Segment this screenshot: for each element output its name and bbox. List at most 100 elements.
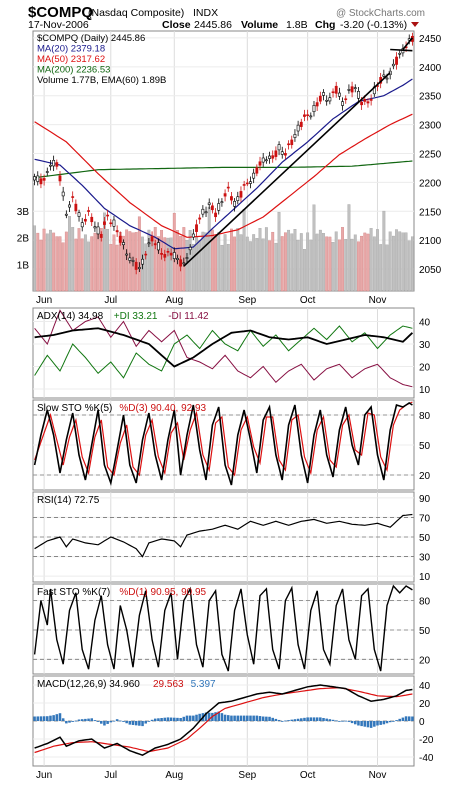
price-tick-label: 2250 xyxy=(419,149,442,160)
macd-histogram-bar xyxy=(325,718,328,721)
volume-bar xyxy=(45,233,49,292)
volume-bar xyxy=(226,244,230,292)
macd-histogram-bar xyxy=(357,721,360,726)
volume-bar xyxy=(122,235,125,292)
volume-bar xyxy=(388,231,392,292)
close-value: 2445.86 xyxy=(194,19,232,31)
macd-histogram-bar xyxy=(220,713,224,721)
candle-body xyxy=(230,196,233,201)
candle-body xyxy=(103,221,106,225)
candle-body xyxy=(33,176,36,181)
volume-bar xyxy=(153,227,157,292)
volume-tick-label: 2B xyxy=(17,234,30,245)
volume-bar xyxy=(401,232,405,292)
macd-histogram-bar xyxy=(169,717,173,721)
candle-body xyxy=(322,92,325,96)
candle-body xyxy=(198,217,202,220)
candle-body xyxy=(220,201,224,204)
volume-bar xyxy=(71,227,75,292)
volume-bar xyxy=(96,234,100,292)
macd-histogram-bar xyxy=(350,721,354,724)
macd-histogram-bar xyxy=(341,720,344,722)
macd-histogram-bar xyxy=(246,715,249,721)
volume-bar xyxy=(33,225,37,292)
macd-histogram-bar xyxy=(188,715,192,721)
volume-bar xyxy=(306,232,310,292)
macd-histogram-bar xyxy=(195,714,198,721)
candle-body xyxy=(90,216,94,223)
volume-bar xyxy=(299,233,303,292)
macd-histogram-bar xyxy=(258,716,262,721)
candle-body xyxy=(341,101,344,106)
macd-histogram-bar xyxy=(179,718,182,721)
panel5-tick-label: -20 xyxy=(419,735,434,746)
candle-body xyxy=(80,222,84,228)
macd-histogram-bar xyxy=(404,716,408,721)
volume-bar xyxy=(360,235,364,292)
volume-bar xyxy=(185,240,189,292)
candle-body xyxy=(217,203,221,211)
candle-body xyxy=(264,159,268,162)
macd-histogram-bar xyxy=(71,721,74,722)
candle-body xyxy=(287,143,290,146)
macd-histogram-bar xyxy=(300,718,303,721)
volume-bar xyxy=(398,231,402,292)
candle-body xyxy=(58,175,62,182)
ma20-line xyxy=(34,78,413,250)
candle-body xyxy=(328,97,332,102)
volume-bar xyxy=(303,249,306,292)
candle-body xyxy=(268,155,271,159)
candle-body xyxy=(357,91,360,99)
macd-histogram-bar xyxy=(401,717,405,721)
volume-bar xyxy=(242,208,246,292)
panel2-tick-label: 50 xyxy=(419,441,431,452)
legend-ma200: MA(200) 2236.53 xyxy=(37,65,110,76)
macd-histogram-bar xyxy=(153,718,157,721)
candle-body xyxy=(131,260,135,262)
volume-bar xyxy=(109,244,113,292)
volume-bar xyxy=(318,229,322,292)
candle-body xyxy=(64,213,68,216)
panel5-tick-label: -40 xyxy=(419,753,434,764)
macd-histogram-bar xyxy=(376,721,379,726)
volume-bar xyxy=(239,234,243,292)
x-label-aug: Aug xyxy=(165,295,183,306)
price-tick-label: 2100 xyxy=(419,236,442,247)
volume-bar xyxy=(372,236,376,292)
volume-bar xyxy=(147,229,151,292)
x-label-sep: Sep xyxy=(238,295,256,306)
volume-bar xyxy=(115,244,119,292)
volume-bar xyxy=(49,229,52,292)
candle-body xyxy=(337,92,341,97)
volume-bar xyxy=(90,236,94,292)
volume-bar xyxy=(39,239,43,292)
candle-body xyxy=(118,235,122,243)
candle-body xyxy=(182,262,186,265)
volume-bar xyxy=(249,241,252,292)
macd-histogram-bar xyxy=(99,721,103,724)
macd-histogram-bar xyxy=(128,721,132,725)
adx-line xyxy=(34,327,414,368)
price-tick-label: 2400 xyxy=(419,63,442,74)
volume-bar xyxy=(99,228,103,292)
volume-bar xyxy=(283,232,287,292)
candle-body xyxy=(252,172,256,179)
candle-body xyxy=(137,267,141,270)
candle-body xyxy=(201,208,205,215)
macd-histogram-bar xyxy=(280,721,284,722)
macd-histogram-bar xyxy=(74,720,78,722)
legend-fsto_k: Fast STO %K(7) xyxy=(37,587,110,598)
volume-bar xyxy=(410,236,414,292)
macd-histogram-bar xyxy=(182,716,186,721)
panel2-tick-label: 80 xyxy=(419,411,431,422)
candle-body xyxy=(150,236,154,242)
candle-body xyxy=(77,212,81,217)
candle-body xyxy=(233,200,237,207)
macd-histogram-bar xyxy=(242,715,246,721)
macd-histogram-bar xyxy=(268,716,271,721)
macd-histogram-bar xyxy=(106,721,109,724)
legend-price: $COMPQ (Daily) 2445.86 xyxy=(37,33,145,44)
macd-histogram-bar xyxy=(233,715,236,721)
legend-sto_d: %D(3) 90.40, 92.93 xyxy=(119,403,206,414)
macd-histogram-bar xyxy=(144,721,147,724)
